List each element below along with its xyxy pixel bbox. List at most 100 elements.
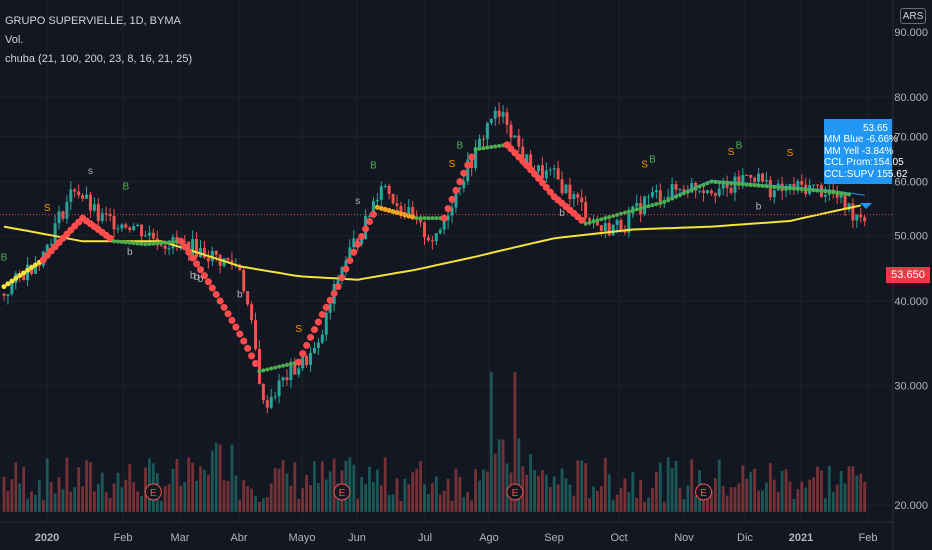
- volume-bar: [639, 480, 643, 512]
- ma-fast-dot: [658, 201, 663, 206]
- ma-fast-dot: [257, 369, 262, 374]
- ma-fast-dot: [827, 189, 832, 194]
- volume-bar: [678, 488, 682, 512]
- ma-fast-dot: [358, 233, 366, 241]
- ma-fast-dot: [248, 352, 256, 360]
- volume-bar: [717, 459, 721, 512]
- ma-fast-dot: [374, 204, 380, 210]
- ma-fast-dot: [701, 182, 706, 187]
- candle-body: [395, 203, 399, 207]
- volume-bar: [92, 491, 96, 512]
- currency-button[interactable]: ARS: [900, 8, 926, 24]
- volume-bar: [285, 473, 289, 512]
- candle-body: [312, 347, 316, 353]
- ma-fast-dot: [185, 248, 193, 256]
- earnings-marker: [695, 483, 713, 501]
- ma-fast-dot: [365, 218, 373, 226]
- volume-bar: [320, 461, 324, 512]
- volume-legend[interactable]: Vol.: [5, 34, 24, 46]
- ma-fast-dot: [143, 242, 148, 247]
- volume-bar: [100, 472, 104, 512]
- volume-bar: [820, 470, 823, 512]
- volume-bar: [666, 457, 670, 512]
- symbol-title: GRUPO SUPERVIELLE, 1D, BYMA: [5, 15, 181, 27]
- candle-body: [387, 185, 391, 194]
- signal-label: b: [237, 289, 243, 300]
- candle-body: [560, 179, 564, 194]
- ma-fast-dot: [318, 311, 326, 319]
- candle-body: [670, 184, 674, 197]
- ma-fast-dot: [619, 211, 624, 216]
- candle-body: [73, 189, 77, 192]
- y-tick-label: 30.000: [894, 381, 928, 393]
- candle-body: [293, 364, 297, 375]
- volume-bar: [183, 482, 187, 512]
- volume-bar: [171, 468, 175, 512]
- ma-fast-dot: [611, 213, 616, 218]
- candle-body: [92, 204, 96, 211]
- volume-bar: [81, 486, 84, 512]
- candle-body: [202, 247, 206, 258]
- ma-fast-dot: [220, 303, 228, 311]
- volume-bar: [273, 467, 277, 512]
- volume-bar: [407, 484, 411, 512]
- candle-body: [757, 173, 761, 182]
- volume-bar: [816, 466, 819, 512]
- volume-bar: [525, 474, 529, 512]
- candle-body: [57, 211, 61, 224]
- volume-bar: [348, 457, 352, 512]
- volume-bar: [395, 478, 399, 512]
- candle-body: [713, 193, 717, 196]
- volume-bar: [89, 462, 92, 512]
- candle-body: [481, 138, 485, 140]
- ma-fast-dot: [697, 184, 702, 189]
- volume-bar: [423, 484, 426, 512]
- signal-label: b: [127, 247, 133, 258]
- ma-fast-dot: [350, 248, 358, 256]
- volume-bar: [379, 485, 383, 512]
- volume-bar: [635, 497, 639, 512]
- volume-bar: [116, 472, 120, 512]
- x-tick-label: Ago: [479, 532, 499, 544]
- ma-fast-dot: [607, 215, 612, 220]
- y-tick-label: 20.000: [894, 500, 928, 512]
- candle-body: [521, 146, 525, 164]
- candle-body: [627, 213, 631, 233]
- volume-bar: [702, 490, 705, 512]
- candle-body: [281, 377, 285, 381]
- indicator-legend[interactable]: chuba (21, 100, 200, 23, 8, 16, 21, 25): [5, 53, 193, 65]
- candle-body: [88, 194, 92, 211]
- candle-body: [383, 185, 387, 187]
- candle-body: [478, 138, 482, 148]
- ma-fast-dot: [839, 191, 844, 196]
- volume-bar: [733, 487, 737, 512]
- signal-label: b: [756, 201, 762, 212]
- tooltip-line: MM Blue -6.66%: [824, 134, 898, 146]
- ma-fast-dot: [791, 186, 796, 191]
- candle-body: [450, 207, 454, 216]
- ma-fast-dot: [402, 212, 408, 218]
- signal-label: B: [122, 182, 129, 193]
- volume-bar: [383, 457, 387, 512]
- volume-bar: [34, 494, 37, 512]
- volume-bar: [10, 479, 14, 512]
- ma-fast-dot: [807, 187, 812, 192]
- volume-bar: [541, 470, 544, 512]
- candle-body: [344, 260, 348, 268]
- candle-body: [324, 312, 328, 335]
- volume-bar: [120, 487, 124, 512]
- volume-bar: [49, 482, 53, 512]
- volume-bar: [682, 499, 686, 512]
- volume-bar: [364, 484, 367, 512]
- volume-bar: [823, 498, 827, 512]
- ma-fast-dot: [414, 216, 419, 221]
- ma-fast-dot: [123, 240, 128, 245]
- candle-body: [159, 245, 163, 247]
- ma-fast-dot: [752, 183, 757, 188]
- volume-bar: [808, 479, 812, 512]
- volume-bar: [544, 474, 548, 512]
- volume-bar: [631, 472, 635, 512]
- volume-bar: [442, 490, 446, 512]
